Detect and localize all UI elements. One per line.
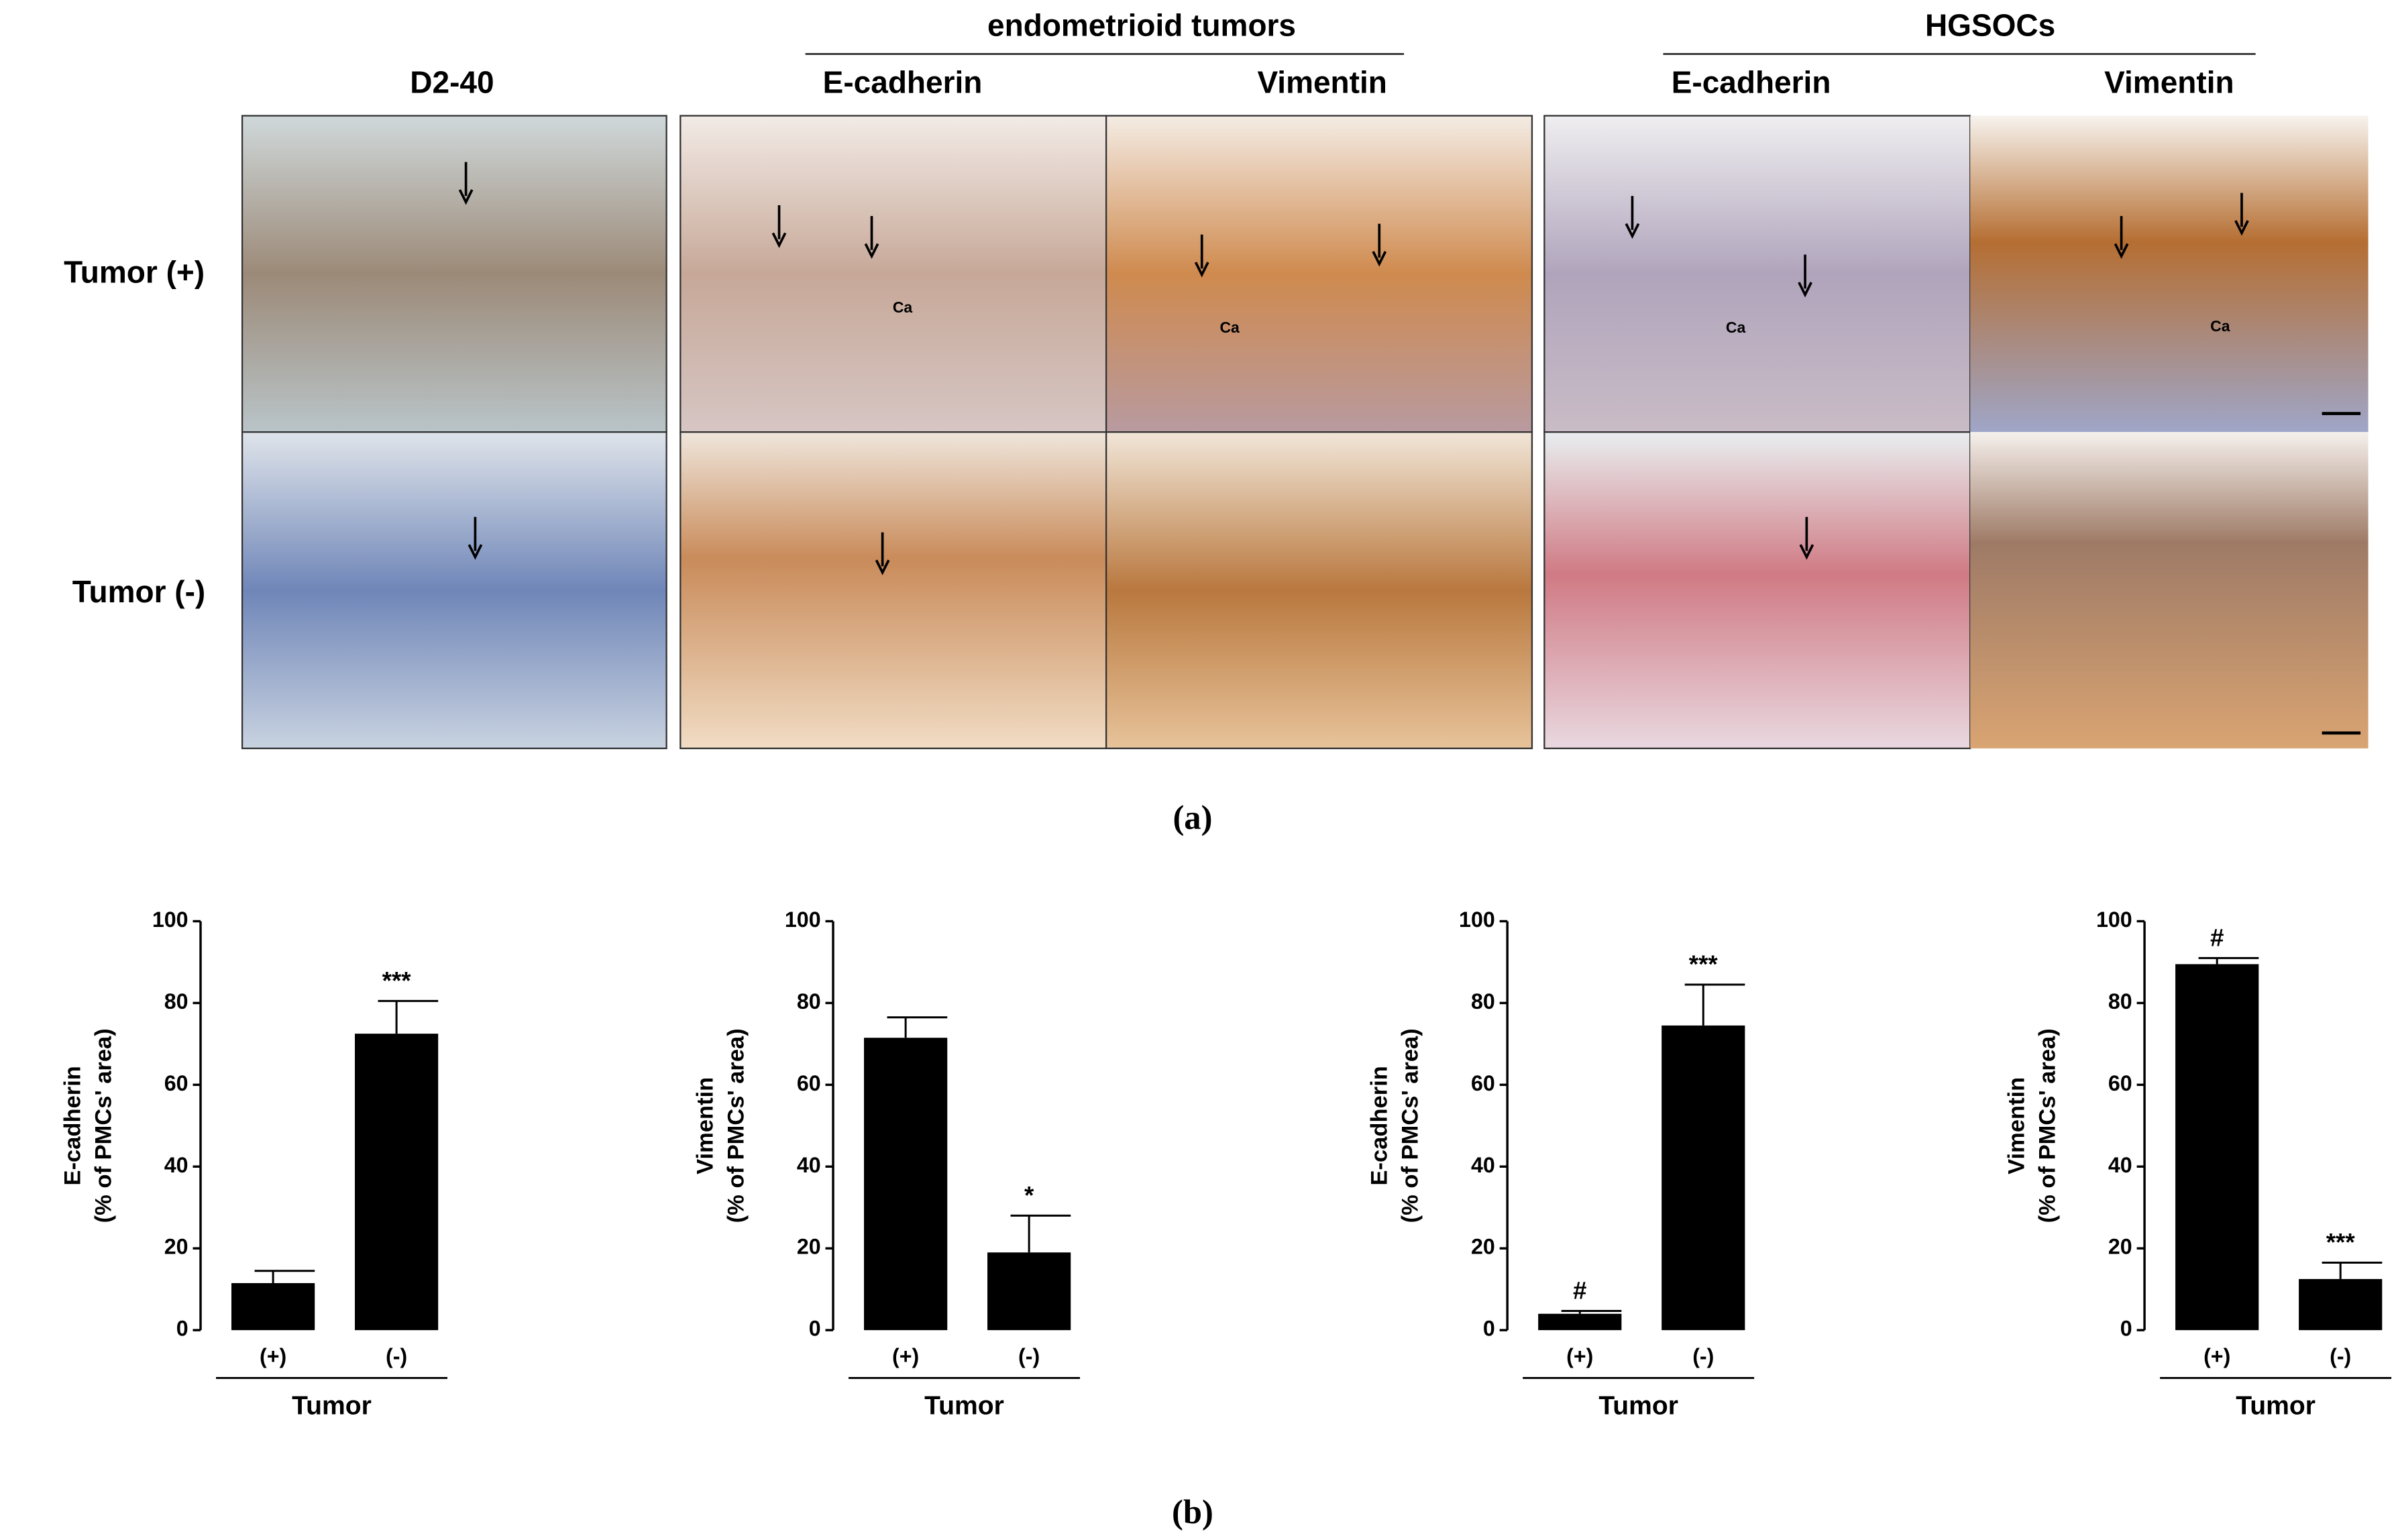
micrograph bbox=[679, 115, 1107, 433]
y-tick-label: 60 bbox=[164, 1071, 188, 1095]
micrograph bbox=[1105, 115, 1533, 433]
arrow-head bbox=[1372, 251, 1387, 267]
micrographs bbox=[241, 115, 2368, 749]
micrograph bbox=[1543, 431, 1971, 749]
significance-mark: * bbox=[1024, 1182, 1034, 1209]
arrow-head bbox=[2234, 220, 2249, 236]
significance-mark: *** bbox=[1689, 950, 1719, 978]
y-tick-label: 60 bbox=[1471, 1071, 1495, 1095]
y-tick-label: 0 bbox=[809, 1317, 821, 1341]
arrow-head bbox=[864, 243, 879, 260]
significance-mark: *** bbox=[382, 967, 412, 994]
image-label: Ca bbox=[1726, 319, 1746, 336]
y-tick-label: 80 bbox=[797, 989, 821, 1013]
image-label: Ca bbox=[2210, 317, 2230, 335]
y-tick-label: 40 bbox=[1471, 1153, 1495, 1177]
significance-mark: # bbox=[2210, 924, 2224, 951]
group-header: endometrioid tumors bbox=[987, 8, 1296, 43]
row-label: Tumor (+) bbox=[64, 255, 205, 290]
y-tick-label: 100 bbox=[2096, 908, 2132, 932]
group-header: HGSOCs bbox=[1925, 8, 2055, 43]
micrograph bbox=[679, 431, 1107, 749]
x-tick-label: (-) bbox=[386, 1344, 407, 1368]
y-tick-label: 80 bbox=[1471, 989, 1495, 1013]
y-tick-label: 0 bbox=[2120, 1317, 2132, 1341]
panel-label: (a) bbox=[1173, 799, 1212, 836]
x-axis-label: Tumor bbox=[924, 1391, 1004, 1420]
bar bbox=[1538, 1313, 1622, 1331]
x-tick-label: (+) bbox=[260, 1344, 286, 1368]
arrow-head bbox=[1194, 262, 1209, 278]
y-axis-label: Vimentin bbox=[2004, 1077, 2030, 1174]
bar bbox=[987, 1252, 1071, 1331]
bar bbox=[231, 1283, 315, 1331]
panel-label: (b) bbox=[1172, 1493, 1213, 1531]
bar bbox=[2175, 964, 2259, 1331]
column-header: D2-40 bbox=[410, 65, 494, 100]
x-axis-label: Tumor bbox=[1598, 1391, 1678, 1420]
x-tick-label: (+) bbox=[2203, 1344, 2230, 1368]
y-axis-label: (% of PMCs' area) bbox=[91, 1028, 117, 1223]
x-axis-label: Tumor bbox=[292, 1391, 372, 1420]
arrow-head bbox=[1625, 223, 1640, 239]
y-tick-label: 40 bbox=[2108, 1153, 2132, 1177]
x-tick-label: (+) bbox=[1566, 1344, 1593, 1368]
micrograph bbox=[1970, 115, 2368, 433]
y-tick-label: 60 bbox=[2108, 1071, 2132, 1095]
micrograph bbox=[1105, 431, 1533, 749]
arrow-head bbox=[771, 232, 787, 248]
y-tick-label: 80 bbox=[2108, 989, 2132, 1013]
y-tick-label: 100 bbox=[152, 908, 188, 932]
y-tick-label: 100 bbox=[1459, 908, 1495, 932]
y-tick-label: 20 bbox=[797, 1235, 821, 1259]
y-axis-label: (% of PMCs' area) bbox=[1398, 1028, 1423, 1223]
y-axis-label: Vimentin bbox=[693, 1077, 718, 1174]
significance-mark: *** bbox=[2326, 1229, 2356, 1256]
arrow-head bbox=[1799, 544, 1814, 560]
x-tick-label: (+) bbox=[892, 1344, 919, 1368]
y-tick-label: 100 bbox=[785, 908, 821, 932]
micrograph bbox=[241, 431, 667, 749]
micrograph bbox=[1970, 432, 2368, 749]
y-tick-label: 20 bbox=[1471, 1235, 1495, 1259]
x-axis-label: Tumor bbox=[2236, 1391, 2316, 1420]
arrow-head bbox=[458, 189, 474, 205]
column-header: Vimentin bbox=[2104, 65, 2234, 100]
y-axis-label: E-cadherin bbox=[1367, 1066, 1393, 1185]
x-tick-label: (-) bbox=[2330, 1344, 2351, 1368]
y-axis-label: E-cadherin bbox=[60, 1066, 86, 1185]
column-header: Vimentin bbox=[1257, 65, 1386, 100]
y-axis-label: (% of PMCs' area) bbox=[2035, 1028, 2061, 1223]
column-header: E-cadherin bbox=[1672, 65, 1831, 100]
arrow-head bbox=[468, 544, 483, 560]
y-tick-label: 0 bbox=[176, 1317, 188, 1341]
micrograph bbox=[241, 115, 667, 433]
y-tick-label: 20 bbox=[164, 1235, 188, 1259]
row-label: Tumor (-) bbox=[72, 574, 205, 609]
bar bbox=[864, 1038, 948, 1331]
bar bbox=[1662, 1025, 1745, 1331]
significance-mark: # bbox=[1573, 1277, 1586, 1305]
image-label: Ca bbox=[893, 298, 913, 316]
micrograph bbox=[1543, 115, 1971, 433]
column-header: E-cadherin bbox=[823, 65, 983, 100]
y-tick-label: 40 bbox=[797, 1153, 821, 1177]
y-axis-label: (% of PMCs' area) bbox=[724, 1028, 749, 1223]
arrow-head bbox=[1798, 282, 1812, 298]
arrow-head bbox=[875, 559, 890, 575]
bar bbox=[355, 1034, 439, 1331]
bar bbox=[2299, 1278, 2383, 1331]
y-tick-label: 80 bbox=[164, 989, 188, 1013]
y-tick-label: 0 bbox=[1483, 1317, 1495, 1341]
arrow-head bbox=[2114, 243, 2129, 260]
y-tick-label: 40 bbox=[164, 1153, 188, 1177]
x-tick-label: (-) bbox=[1018, 1344, 1040, 1368]
image-label: Ca bbox=[1219, 319, 1240, 336]
y-tick-label: 20 bbox=[2108, 1235, 2132, 1259]
y-tick-label: 60 bbox=[797, 1071, 821, 1095]
x-tick-label: (-) bbox=[1692, 1344, 1714, 1368]
